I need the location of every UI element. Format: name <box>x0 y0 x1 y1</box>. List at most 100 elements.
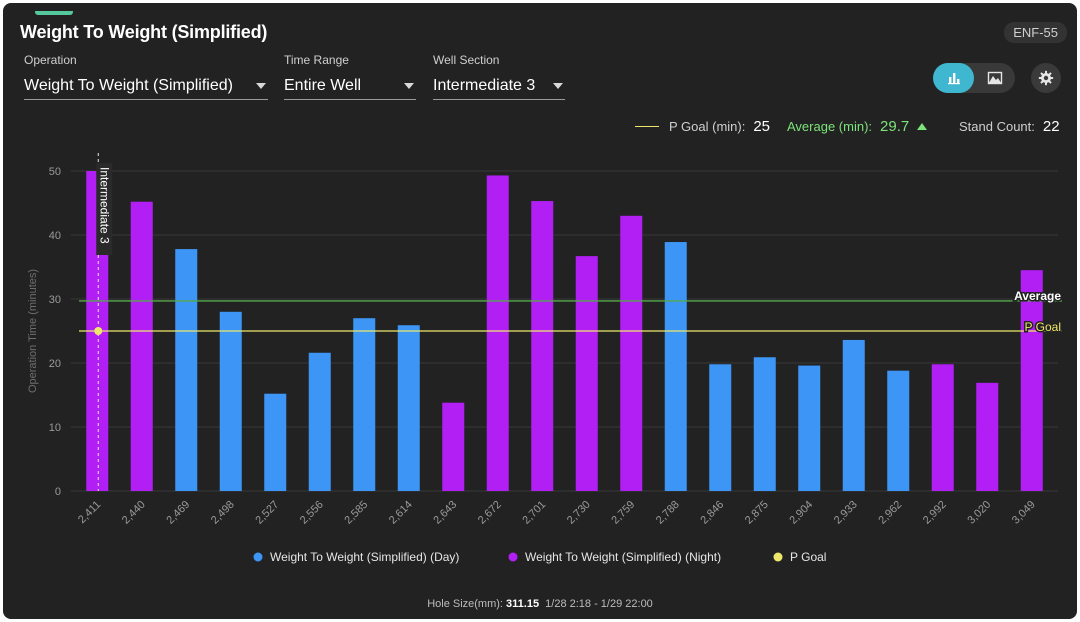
rig-badge: ENF-55 <box>1004 22 1067 43</box>
x-tick-label: 2,962 <box>876 499 904 527</box>
x-tick-label: 3,020 <box>965 499 993 527</box>
x-tick-label: 2,730 <box>565 499 593 527</box>
legend-swatch-day <box>253 552 263 562</box>
hole-size-value: 311.15 <box>506 598 540 610</box>
bar-day <box>175 249 198 491</box>
legend-label-pgoal: P Goal <box>790 550 826 564</box>
operation-value: Weight To Weight (Simplified) <box>24 77 233 94</box>
legend-swatch-pgoal <box>773 552 783 562</box>
x-tick-label: 2,672 <box>476 499 504 527</box>
chart-view-button[interactable] <box>974 63 1015 93</box>
bar-night <box>931 364 954 491</box>
x-tick-label: 2,498 <box>209 499 237 527</box>
bar-chart-view-button[interactable] <box>933 63 974 93</box>
average-stat: Average (min): 29.7 <box>787 118 928 135</box>
time-range-select[interactable]: Time Range Entire Well <box>284 53 416 100</box>
bar-day <box>842 339 865 491</box>
well-section-dropdown[interactable]: Intermediate 3 <box>433 73 565 100</box>
chevron-down-icon <box>553 83 563 89</box>
pgoal-stat-label: P Goal (min): <box>669 119 746 134</box>
time-range-dropdown[interactable]: Entire Well <box>284 73 416 100</box>
bar-night <box>620 215 643 492</box>
bar-day <box>887 370 910 491</box>
average-stat-value: 29.7 <box>880 118 910 135</box>
time-range-label: Time Range <box>284 53 349 67</box>
y-tick-label: 30 <box>49 294 61 306</box>
panel-accent-tab <box>35 11 73 15</box>
stand-count-label: Stand Count: <box>959 119 1035 134</box>
x-tick-label: 2,846 <box>698 499 726 527</box>
hole-size-label: Hole Size(mm): <box>427 598 503 610</box>
bar-night <box>130 201 153 491</box>
bar-day <box>709 364 732 491</box>
triangle-up-icon <box>917 123 928 130</box>
x-tick-label: 2,701 <box>520 499 548 527</box>
stats-bar: P Goal (min): 25 Average (min): 29.7 Sta… <box>3 118 1077 138</box>
bar-night <box>442 402 465 491</box>
bar-day <box>353 318 376 491</box>
y-tick-label: 50 <box>49 166 61 178</box>
chevron-down-icon <box>256 83 266 89</box>
legend-label-night: Weight To Weight (Simplified) (Night) <box>525 550 721 564</box>
x-tick-label: 2,527 <box>253 499 281 527</box>
x-tick-label: 2,875 <box>743 499 771 527</box>
mountain-chart-icon <box>987 71 1002 85</box>
time-range-value: Entire Well <box>284 77 362 94</box>
bar-night <box>575 256 598 491</box>
x-tick-label: 2,788 <box>654 499 682 527</box>
operation-dropdown[interactable]: Weight To Weight (Simplified) <box>24 73 268 100</box>
page-title: Weight To Weight (Simplified) <box>20 22 268 42</box>
well-section-value: Intermediate 3 <box>433 77 536 94</box>
bar-night <box>486 175 509 492</box>
x-tick-label: 2,904 <box>787 499 815 527</box>
section-marker-label-bg <box>96 163 113 255</box>
y-axis-title: Operation Time (minutes) <box>27 269 39 393</box>
bar-day <box>664 242 687 491</box>
y-tick-label: 20 <box>49 358 61 370</box>
well-section-select[interactable]: Well Section Intermediate 3 <box>433 53 565 100</box>
bar-day <box>753 357 776 491</box>
bar-night <box>531 201 554 491</box>
operation-select[interactable]: Operation Weight To Weight (Simplified) <box>24 53 268 100</box>
bar-day <box>264 393 287 491</box>
pgoal-line-label: P Goal <box>1025 320 1061 334</box>
footer-date-range: 1/28 2:18 - 1/29 22:00 <box>545 598 653 610</box>
operation-label: Operation <box>24 53 77 67</box>
footer: Hole Size(mm): 311.15 1/28 2:18 - 1/29 2… <box>3 598 1077 610</box>
pgoal-stat-value: 25 <box>753 118 771 135</box>
x-tick-label: 2,440 <box>120 499 148 527</box>
stand-count-stat: Stand Count: 22 <box>959 118 1060 135</box>
average-stat-label: Average (min): <box>787 119 873 134</box>
section-marker-label: Intermediate 3 <box>97 167 111 244</box>
x-tick-label: 2,992 <box>921 499 949 527</box>
stand-count-value: 22 <box>1042 118 1060 135</box>
y-tick-label: 40 <box>49 230 61 242</box>
chart-panel: Weight To Weight (Simplified) ENF-55 Ope… <box>3 3 1077 619</box>
x-tick-label: 2,585 <box>342 499 370 527</box>
gear-icon <box>1038 70 1054 86</box>
y-tick-label: 10 <box>49 422 61 434</box>
chevron-down-icon <box>404 83 414 89</box>
x-tick-label: 2,759 <box>609 499 637 527</box>
bar-day <box>798 365 821 491</box>
view-toggle <box>933 63 1015 93</box>
average-line-label: Average <box>1014 289 1061 303</box>
x-tick-label: 2,411 <box>76 499 103 526</box>
bar-night <box>976 382 999 491</box>
x-tick-label: 2,614 <box>387 499 415 527</box>
legend-swatch-night <box>508 552 518 562</box>
bar-chart: 0 10 20 30 40 50 Operation Time (minutes) 2,411… <box>27 153 1063 564</box>
legend-label-day: Weight To Weight (Simplified) (Day) <box>270 550 459 564</box>
bar-day <box>397 325 420 491</box>
well-section-label: Well Section <box>433 53 500 67</box>
bar-chart-icon <box>947 73 960 85</box>
x-tick-label: 3,049 <box>1010 499 1038 527</box>
y-tick-label: 0 <box>55 486 61 498</box>
settings-button[interactable] <box>1031 63 1061 93</box>
bar-day <box>308 352 331 491</box>
x-tick-label: 2,556 <box>298 499 326 527</box>
x-tick-label: 2,469 <box>164 499 192 527</box>
x-tick-label: 2,643 <box>431 499 459 527</box>
pgoal-marker-dot <box>94 327 103 335</box>
pgoal-stat: P Goal (min): 25 <box>635 118 770 135</box>
